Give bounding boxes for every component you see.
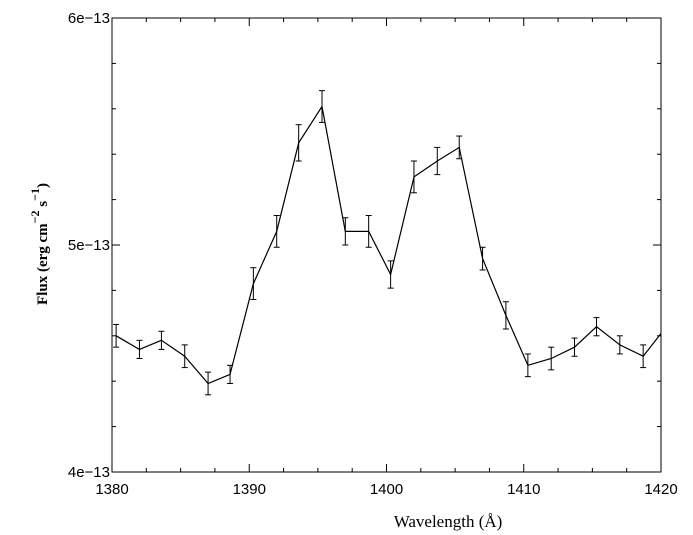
y-axis-title-exp1: −2 — [28, 210, 42, 223]
x-tick-label: 1410 — [507, 481, 540, 498]
y-axis-title: Flux (erg cm−2 s−1) — [28, 183, 51, 305]
y-tick-label: 5e−13 — [68, 237, 110, 254]
y-axis-title-main: Flux (erg cm — [35, 223, 51, 305]
series-line — [115, 104, 662, 385]
x-tick-label: 1390 — [233, 481, 266, 498]
y-tick-label: 6e−13 — [68, 10, 110, 27]
x-tick-label: 1380 — [95, 481, 128, 498]
y-tick-label: 4e−13 — [68, 464, 110, 481]
x-axis-ticks: 1380 1390 1400 1410 1420 — [95, 18, 678, 498]
y-axis-title-end: ) — [35, 183, 51, 188]
y-axis-title-mid: s — [35, 201, 51, 211]
x-axis-title: Wavelength (Å) — [394, 512, 503, 531]
plot-frame — [111, 17, 662, 473]
x-tick-label: 1400 — [370, 481, 403, 498]
error-bars — [113, 90, 647, 396]
y-axis-title-exp2: −1 — [28, 188, 42, 201]
x-tick-label: 1420 — [644, 481, 677, 498]
y-axis-ticks: 4e−13 5e−13 6e−13 — [68, 10, 661, 481]
